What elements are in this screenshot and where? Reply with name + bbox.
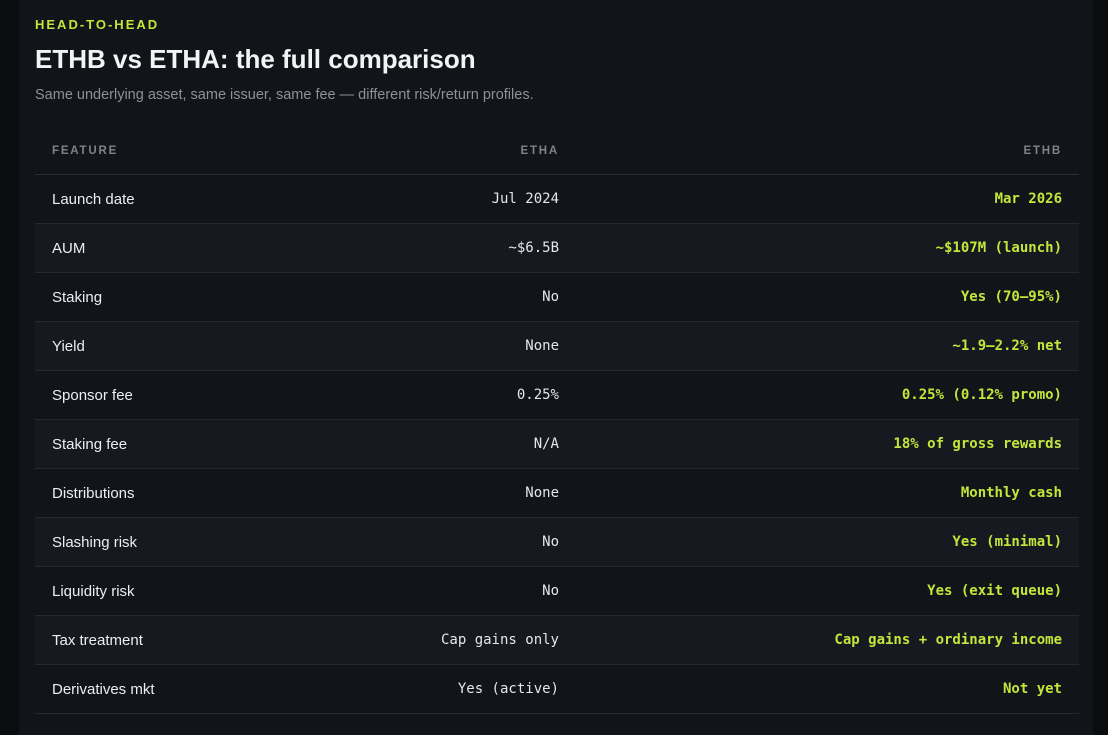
etha-value-cell: ~$6.5B	[165, 223, 576, 273]
table-row: Slashing risk No Yes (minimal)	[35, 517, 1079, 567]
table-row: Staking fee N/A 18% of gross rewards	[35, 419, 1079, 469]
page-title: ETHB vs ETHA: the full comparison	[35, 44, 476, 74]
page-subtitle: Same underlying asset, same issuer, same…	[35, 87, 534, 103]
ethb-value-cell: Yes (exit queue)	[576, 566, 1079, 616]
feature-cell: AUM	[35, 223, 165, 273]
etha-value-cell: Jul 2024	[165, 174, 576, 224]
comparison-card: HEAD-TO-HEAD ETHB vs ETHA: the full comp…	[19, 0, 1093, 735]
etha-value-cell: No	[165, 517, 576, 567]
table-row: Yield None ~1.9–2.2% net	[35, 321, 1079, 371]
feature-cell: Tax treatment	[35, 615, 165, 665]
ethb-value-cell: Cap gains + ordinary income	[576, 615, 1079, 665]
etha-value-cell: 0.25%	[165, 370, 576, 420]
ethb-value-cell: Mar 2026	[576, 174, 1079, 224]
feature-cell: Staking	[35, 272, 165, 322]
ethb-value-cell: ~$107M (launch)	[576, 223, 1079, 273]
ethb-value-cell: Monthly cash	[576, 468, 1079, 518]
section-eyebrow: HEAD-TO-HEAD	[35, 17, 160, 32]
feature-cell: Distributions	[35, 468, 165, 518]
table-row: Liquidity risk No Yes (exit queue)	[35, 566, 1079, 616]
column-header-feature: FEATURE	[35, 127, 165, 175]
feature-cell: Liquidity risk	[35, 566, 165, 616]
feature-cell: Staking fee	[35, 419, 165, 469]
etha-value-cell: Yes (active)	[165, 664, 576, 714]
feature-cell: Derivatives mkt	[35, 664, 165, 714]
table-row: Derivatives mkt Yes (active) Not yet	[35, 664, 1079, 714]
table-row: Distributions None Monthly cash	[35, 468, 1079, 518]
table-row: Launch date Jul 2024 Mar 2026	[35, 174, 1079, 224]
column-header-ethb: ETHB	[576, 127, 1079, 175]
table-row: AUM ~$6.5B ~$107M (launch)	[35, 223, 1079, 273]
table-row: Sponsor fee 0.25% 0.25% (0.12% promo)	[35, 370, 1079, 420]
feature-cell: Launch date	[35, 174, 165, 224]
feature-cell: Yield	[35, 321, 165, 371]
ethb-value-cell: Not yet	[576, 664, 1079, 714]
feature-cell: Slashing risk	[35, 517, 165, 567]
etha-value-cell: Cap gains only	[165, 615, 576, 665]
header-row: FEATURE ETHA ETHB	[35, 127, 1079, 175]
feature-cell: Sponsor fee	[35, 370, 165, 420]
etha-value-cell: N/A	[165, 419, 576, 469]
table-row: Tax treatment Cap gains only Cap gains + o…	[35, 615, 1079, 665]
etha-value-cell: None	[165, 321, 576, 371]
ethb-value-cell: ~1.9–2.2% net	[576, 321, 1079, 371]
table-row: Staking No Yes (70–95%)	[35, 272, 1079, 322]
ethb-value-cell: 0.25% (0.12% promo)	[576, 370, 1079, 420]
etha-value-cell: No	[165, 272, 576, 322]
comparison-table: FEATURE ETHA ETHB Launch date Jul 2024 Mar…	[35, 127, 1079, 714]
ethb-value-cell: Yes (minimal)	[576, 517, 1079, 567]
etha-value-cell: None	[165, 468, 576, 518]
ethb-value-cell: 18% of gross rewards	[576, 419, 1079, 469]
column-header-etha: ETHA	[165, 127, 576, 175]
table-body: Launch date Jul 2024 Mar 2026 AUM ~$6.5B ~$10…	[35, 174, 1079, 714]
table-header: FEATURE ETHA ETHB	[35, 127, 1079, 175]
ethb-value-cell: Yes (70–95%)	[576, 272, 1079, 322]
etha-value-cell: No	[165, 566, 576, 616]
